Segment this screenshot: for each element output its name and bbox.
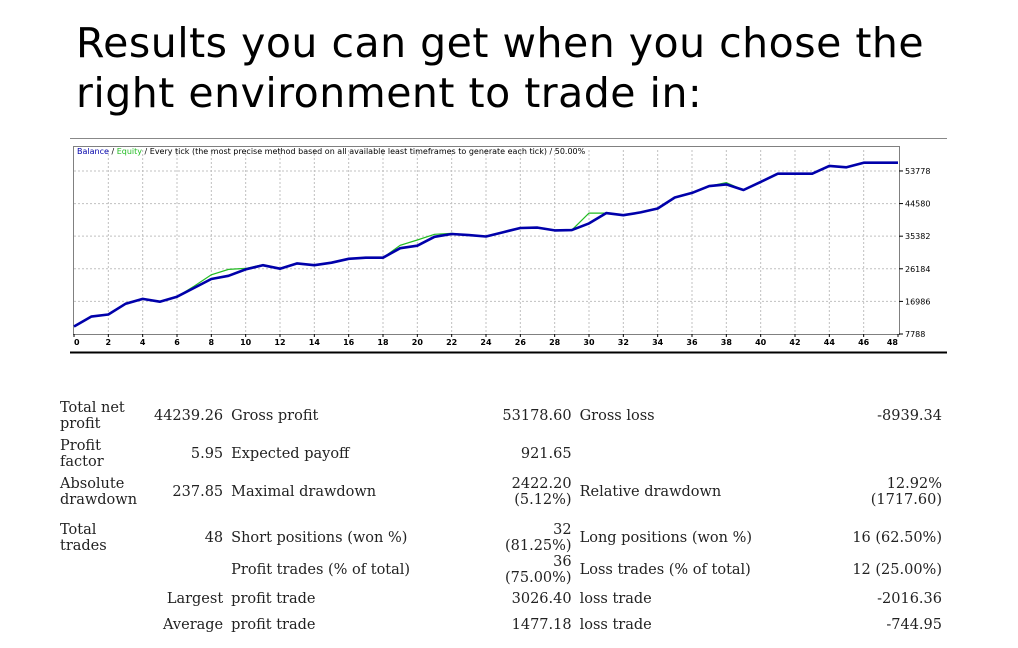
profit-factor-value: 5.95	[190, 446, 224, 462]
x-tick-label: 14	[309, 338, 321, 347]
stats-row-profit: Total net profit 44239.26 Gross profit 5…	[56, 394, 946, 438]
y-tick-label: 53778	[905, 167, 930, 176]
headline-line-2: right environment to trade in:	[76, 69, 703, 117]
maximal-drawdown-values: 2422.20 (5.12%)	[492, 470, 576, 514]
headline: Results you can get when you chose the r…	[76, 18, 996, 118]
x-tick-label: 44	[824, 338, 836, 347]
chart-legend: Balance / Equity / Every tick (the most …	[77, 147, 586, 156]
x-axis-ticks: 0 2 4 6 8 10 12 14 16 18 20 22 24 26 28 30 32 34 36 38 40 42 4…	[73, 334, 899, 347]
stats-row-factor: Profit factor 5.95 Expected payoff 921.6…	[56, 438, 946, 470]
long-positions-label: Long positions (won %)	[579, 530, 753, 546]
largest-loss-value: -2016.36	[877, 591, 942, 607]
maximal-drawdown-percent: (5.12%)	[514, 492, 572, 508]
x-tick-label: 2	[106, 338, 112, 347]
x-tick-label: 20	[412, 338, 424, 347]
stats-row-average: Average profit trade 1477.18 loss trade …	[56, 612, 946, 638]
profit-trades-label: Profit trades (% of total)	[231, 562, 411, 578]
legend-equity: Equity	[117, 147, 143, 156]
y-tick-label: 26184	[905, 265, 930, 274]
profit-factor-label: Profit factor	[60, 438, 104, 470]
x-tick-label: 4	[140, 338, 146, 347]
x-tick-label: 28	[549, 338, 561, 347]
x-tick-label: 36	[686, 338, 698, 347]
maximal-drawdown-value: 2422.20	[511, 476, 572, 492]
total-trades-value: 48	[204, 530, 224, 546]
profit-trades-value: 36 (75.00%)	[504, 554, 572, 586]
x-tick-label: 40	[755, 338, 767, 347]
gross-loss-value: -8939.34	[877, 408, 942, 424]
loss-trades-value: 12 (25.00%)	[852, 562, 942, 578]
gross-profit-label: Gross profit	[231, 408, 319, 424]
legend-balance: Balance	[77, 147, 109, 156]
legend-description: / Every tick (the most precise method ba…	[142, 147, 586, 156]
absolute-drawdown-label: Absolute drawdown	[60, 476, 138, 508]
x-tick-label: 12	[274, 338, 285, 347]
expected-payoff-label: Expected payoff	[231, 446, 350, 462]
average-loss-value: -744.95	[886, 617, 942, 633]
average-label: Average	[163, 617, 224, 633]
x-tick-label: 32	[618, 338, 629, 347]
short-positions-value: 32 (81.25%)	[504, 522, 572, 554]
y-tick-label: 44580	[905, 200, 930, 209]
stats-table: Total net profit 44239.26 Gross profit 5…	[56, 394, 946, 638]
average-loss-label: loss trade	[579, 617, 652, 633]
largest-label: Largest	[166, 591, 224, 607]
x-tick-label: 0	[74, 338, 80, 347]
relative-drawdown-value: 12.92%	[886, 476, 942, 492]
y-axis-ticks: 53778 44580 35382 26184 16986 7788	[899, 167, 930, 339]
x-tick-label: 24	[480, 338, 492, 347]
x-tick-label: 48	[887, 338, 899, 347]
y-tick-label: 7788	[905, 330, 925, 339]
x-tick-label: 34	[652, 338, 664, 347]
x-tick-label: 38	[721, 338, 733, 347]
gross-loss-label: Gross loss	[579, 408, 655, 424]
maximal-drawdown-label: Maximal drawdown	[231, 484, 377, 500]
x-tick-label: 26	[515, 338, 527, 347]
x-tick-label: 46	[858, 338, 870, 347]
legend-separator: /	[109, 147, 117, 156]
chart-svg: Balance / Equity / Every tick (the most …	[70, 138, 947, 354]
largest-profit-label: profit trade	[231, 591, 316, 607]
x-tick-label: 16	[343, 338, 355, 347]
stats-row-drawdown: Absolute drawdown 237.85 Maximal drawdow…	[56, 470, 946, 514]
x-tick-label: 8	[209, 338, 215, 347]
x-tick-label: 6	[174, 338, 180, 347]
largest-profit-value: 3026.40	[511, 591, 572, 607]
average-profit-label: profit trade	[231, 617, 316, 633]
x-tick-label: 10	[240, 338, 252, 347]
total-net-profit-value: 44239.26	[153, 408, 224, 424]
stats-row-largest: Largest profit trade 3026.40 loss trade …	[56, 586, 946, 612]
total-trades-label: Total trades	[60, 522, 107, 554]
loss-trades-label: Loss trades (% of total)	[579, 562, 751, 578]
short-positions-label: Short positions (won %)	[231, 530, 408, 546]
expected-payoff-value: 921.65	[520, 446, 572, 462]
stats-row-profit-loss-trades: Profit trades (% of total) 36 (75.00%) L…	[56, 554, 946, 586]
x-tick-label: 18	[377, 338, 389, 347]
average-profit-value: 1477.18	[511, 617, 572, 633]
x-tick-label: 30	[583, 338, 595, 347]
series-balance-line	[73, 161, 898, 328]
relative-drawdown-amount: (1717.60)	[870, 492, 942, 508]
x-tick-label: 42	[789, 338, 800, 347]
relative-drawdown-label: Relative drawdown	[579, 484, 722, 500]
stats-row-trades: Total trades 48 Short positions (won %) …	[56, 522, 946, 554]
y-tick-label: 16986	[905, 297, 930, 306]
total-net-profit-label: Total net profit	[60, 400, 125, 432]
long-positions-value: 16 (62.50%)	[852, 530, 942, 546]
chart-grid	[74, 150, 898, 334]
x-tick-label: 22	[446, 338, 457, 347]
headline-line-1: Results you can get when you chose the	[76, 19, 925, 67]
equity-chart: Balance / Equity / Every tick (the most …	[70, 138, 947, 354]
absolute-drawdown-value: 237.85	[172, 484, 224, 500]
relative-drawdown-values: 12.92% (1717.60)	[837, 470, 946, 514]
y-tick-label: 35382	[905, 232, 930, 241]
largest-loss-label: loss trade	[579, 591, 652, 607]
gross-profit-value: 53178.60	[502, 408, 572, 424]
